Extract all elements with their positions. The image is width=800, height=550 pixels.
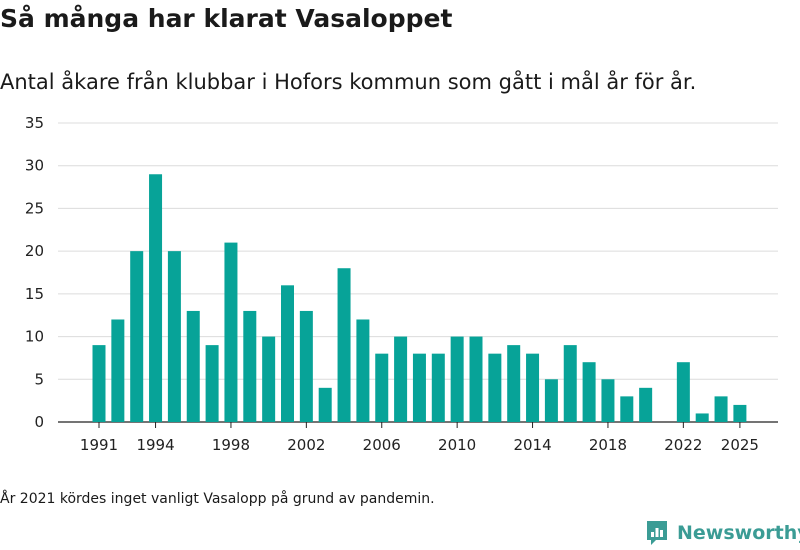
bar-2010[interactable] [450,336,464,422]
bar-1994[interactable] [149,174,163,422]
bar-2023[interactable] [695,413,709,422]
x-axis-ticks: 1991 1994 1998 2002 2006 2010 2014 2018 2022 2025 [80,422,759,454]
y-tick-label: 30 [25,157,44,175]
bar-2001[interactable] [281,285,294,422]
bar-2002[interactable] [299,310,313,422]
newsworthy-icon [647,521,667,545]
x-tick-label: 2018 [589,436,627,454]
y-tick-label: 15 [25,285,44,303]
bar-1991[interactable] [92,345,106,422]
bar-2019[interactable] [620,396,634,422]
x-tick-label: 2025 [721,436,759,454]
bar-2003[interactable] [318,387,332,422]
bar-2015[interactable] [544,379,558,422]
bar-1999[interactable] [243,310,257,422]
bar-1996[interactable] [186,310,200,422]
bar-2012[interactable] [488,353,502,422]
bar-2009[interactable] [431,353,445,422]
bar-2011[interactable] [469,336,483,422]
bar-2017[interactable] [582,362,596,422]
x-tick-label: 1994 [136,436,174,454]
bar-2000[interactable] [262,336,276,422]
y-tick-label: 0 [34,413,44,431]
bar-2005[interactable] [356,319,370,422]
chart-title: Så många har klarat Vasaloppet [0,4,453,33]
x-tick-label: 2006 [363,436,401,454]
x-tick-label: 1998 [212,436,250,454]
brand-name: Newsworthy [677,522,800,544]
bar-2022[interactable] [676,362,690,422]
bar-1995[interactable] [167,251,181,422]
bar-1993[interactable] [130,251,144,422]
y-tick-label: 20 [25,242,44,260]
y-axis-ticks: 0 5 10 15 20 25 30 35 [25,114,44,431]
bar-2007[interactable] [394,336,408,422]
bar-2018[interactable] [601,379,615,422]
y-tick-label: 25 [25,199,44,217]
bar-1997[interactable] [205,345,219,422]
bar-2013[interactable] [507,345,521,422]
bar-1992[interactable] [111,319,125,422]
x-tick-label: 2002 [287,436,325,454]
bars [92,174,747,422]
bar-2006[interactable] [375,353,389,422]
x-tick-label: 1991 [80,436,118,454]
x-tick-label: 2022 [664,436,702,454]
y-tick-label: 10 [25,328,44,346]
bar-2008[interactable] [412,353,426,422]
bar-2016[interactable] [563,345,577,422]
bar-1998[interactable] [224,242,238,422]
bar-2024[interactable] [714,396,728,422]
y-tick-label: 35 [25,114,44,132]
bar-2014[interactable] [526,353,540,422]
x-tick-label: 2014 [513,436,551,454]
y-tick-label: 5 [34,370,44,388]
footnote: År 2021 kördes inget vanligt Vasalopp på… [0,491,435,507]
bar-2004[interactable] [337,268,351,422]
chart-subtitle: Antal åkare från klubbar i Hofors kommun… [0,70,697,94]
bar-2020[interactable] [639,387,653,422]
brand-logo[interactable]: Newsworthy [645,519,800,547]
x-tick-label: 2010 [438,436,476,454]
bar-2025[interactable] [733,404,747,422]
